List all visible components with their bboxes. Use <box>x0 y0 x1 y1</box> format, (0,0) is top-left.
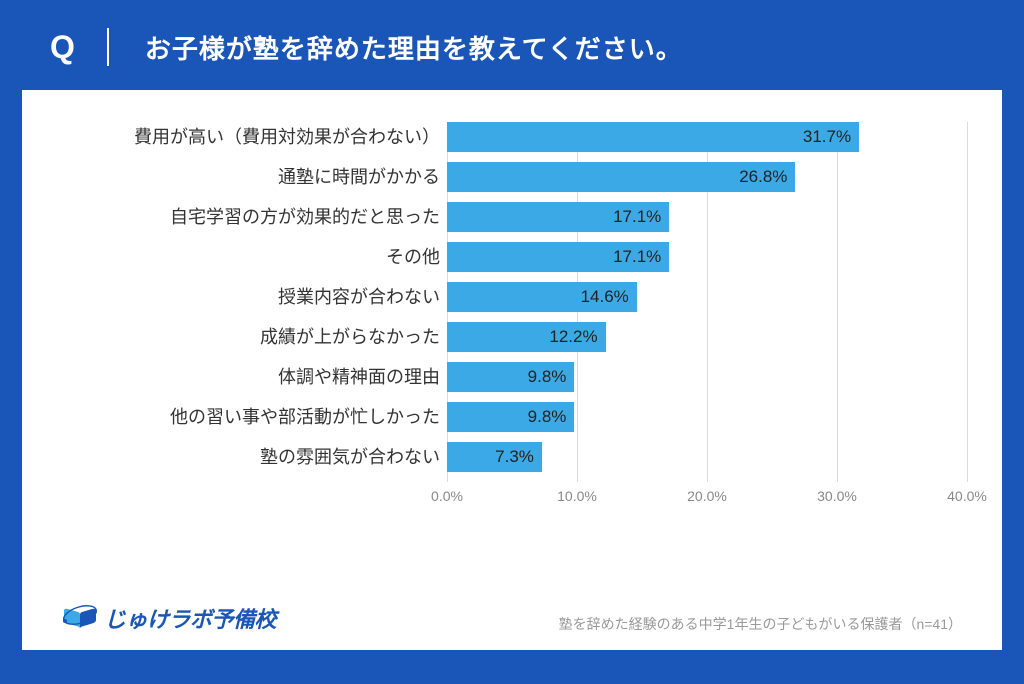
bar-value: 14.6% <box>581 282 629 312</box>
bar-value: 17.1% <box>613 202 661 232</box>
bar-label: 費用が高い（費用対効果が合わない） <box>62 122 440 152</box>
bar-label: その他 <box>62 242 440 272</box>
bar: 26.8% <box>447 162 795 192</box>
bar: 17.1% <box>447 242 669 272</box>
gridline <box>967 122 968 482</box>
bar-label: 成績が上がらなかった <box>62 322 440 352</box>
bar-label: 塾の雰囲気が合わない <box>62 442 440 472</box>
bar-label: 自宅学習の方が効果的だと思った <box>62 202 440 232</box>
chart-panel: 0.0% 10.0% 20.0% 30.0% 40.0% 費用が高い（費用対効果が合わない… <box>22 90 1002 650</box>
chart-caption: 塾を辞めた経験のある中学1年生の子どもがいる保護者（n=41） <box>559 614 962 634</box>
bar: 9.8% <box>447 362 574 392</box>
gridline <box>837 122 838 482</box>
logo-text: じゅけラボ予備校 <box>104 602 276 634</box>
bar: 17.1% <box>447 202 669 232</box>
x-tick-label: 0.0% <box>417 488 477 504</box>
q-mark: Q <box>50 28 109 66</box>
bar-label: 体調や精神面の理由 <box>62 362 440 392</box>
bar-value: 9.8% <box>528 402 567 432</box>
bar-label: 授業内容が合わない <box>62 282 440 312</box>
logo: じゅけラボ予備校 <box>62 602 276 634</box>
bar: 14.6% <box>447 282 637 312</box>
x-tick-label: 40.0% <box>937 488 997 504</box>
chart-area: 0.0%10.0%20.0%30.0%40.0%費用が高い（費用対効果が合わない… <box>62 122 962 552</box>
bar-label: 他の習い事や部活動が忙しかった <box>62 402 440 432</box>
x-tick-label: 10.0% <box>547 488 607 504</box>
bar: 12.2% <box>447 322 606 352</box>
panel-footer: じゅけラボ予備校 塾を辞めた経験のある中学1年生の子どもがいる保護者（n=41） <box>62 602 962 634</box>
bar-value: 31.7% <box>803 122 851 152</box>
bar-value: 12.2% <box>549 322 597 352</box>
bar-value: 7.3% <box>495 442 534 472</box>
question-text: お子様が塾を辞めた理由を教えてください。 <box>109 29 683 66</box>
bar: 9.8% <box>447 402 574 432</box>
bar: 7.3% <box>447 442 542 472</box>
bar: 31.7% <box>447 122 859 152</box>
x-tick-label: 30.0% <box>807 488 867 504</box>
bar-value: 17.1% <box>613 242 661 272</box>
question-header: Q お子様が塾を辞めた理由を教えてください。 <box>0 0 1024 90</box>
bar-value: 26.8% <box>739 162 787 192</box>
x-tick-label: 20.0% <box>677 488 737 504</box>
logo-book-icon <box>62 603 98 633</box>
bar-label: 通塾に時間がかかる <box>62 162 440 192</box>
bar-value: 9.8% <box>528 362 567 392</box>
